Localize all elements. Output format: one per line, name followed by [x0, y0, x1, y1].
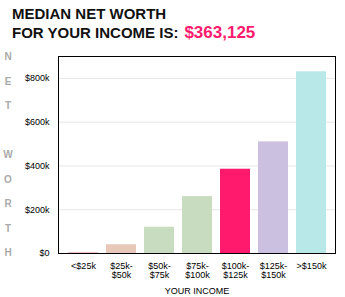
svg-text:$75k-$100k: $75k-$100k — [185, 261, 210, 280]
html-text:T: T — [4, 222, 11, 234]
html-text:FOR YOUR INCOME IS: $363,125: FOR YOUR INCOME IS: $363,125 — [12, 23, 256, 42]
svg-text:$50k-$75k: $50k-$75k — [148, 261, 171, 280]
html-text:E: E — [4, 75, 12, 87]
svg-text:$400k: $400k — [25, 161, 50, 171]
html-text:T: T — [4, 100, 11, 111]
svg-text:YOUR INCOME: YOUR INCOME — [165, 286, 230, 296]
svg-text:$200k: $200k — [25, 205, 50, 215]
svg-text:$125k-$150k: $125k-$150k — [260, 261, 288, 280]
html-text:W: W — [3, 149, 13, 160]
html-text:O: O — [4, 173, 12, 185]
svg-text:>$150k: >$150k — [297, 261, 327, 271]
svg-text:$0: $0 — [39, 248, 49, 258]
svg-text:<$25k: <$25k — [71, 261, 96, 271]
html-text:H: H — [4, 247, 12, 258]
svg-text:$25k-$50k: $25k-$50k — [110, 261, 133, 280]
html-text:R: R — [4, 198, 12, 209]
svg-text:$800k: $800k — [25, 73, 50, 83]
html-text:N: N — [4, 51, 12, 62]
html-text:MEDIAN NET WORTH: MEDIAN NET WORTH — [12, 5, 167, 22]
svg-text:$100k-$125k: $100k-$125k — [222, 261, 250, 280]
svg-text:$600k: $600k — [25, 117, 50, 127]
